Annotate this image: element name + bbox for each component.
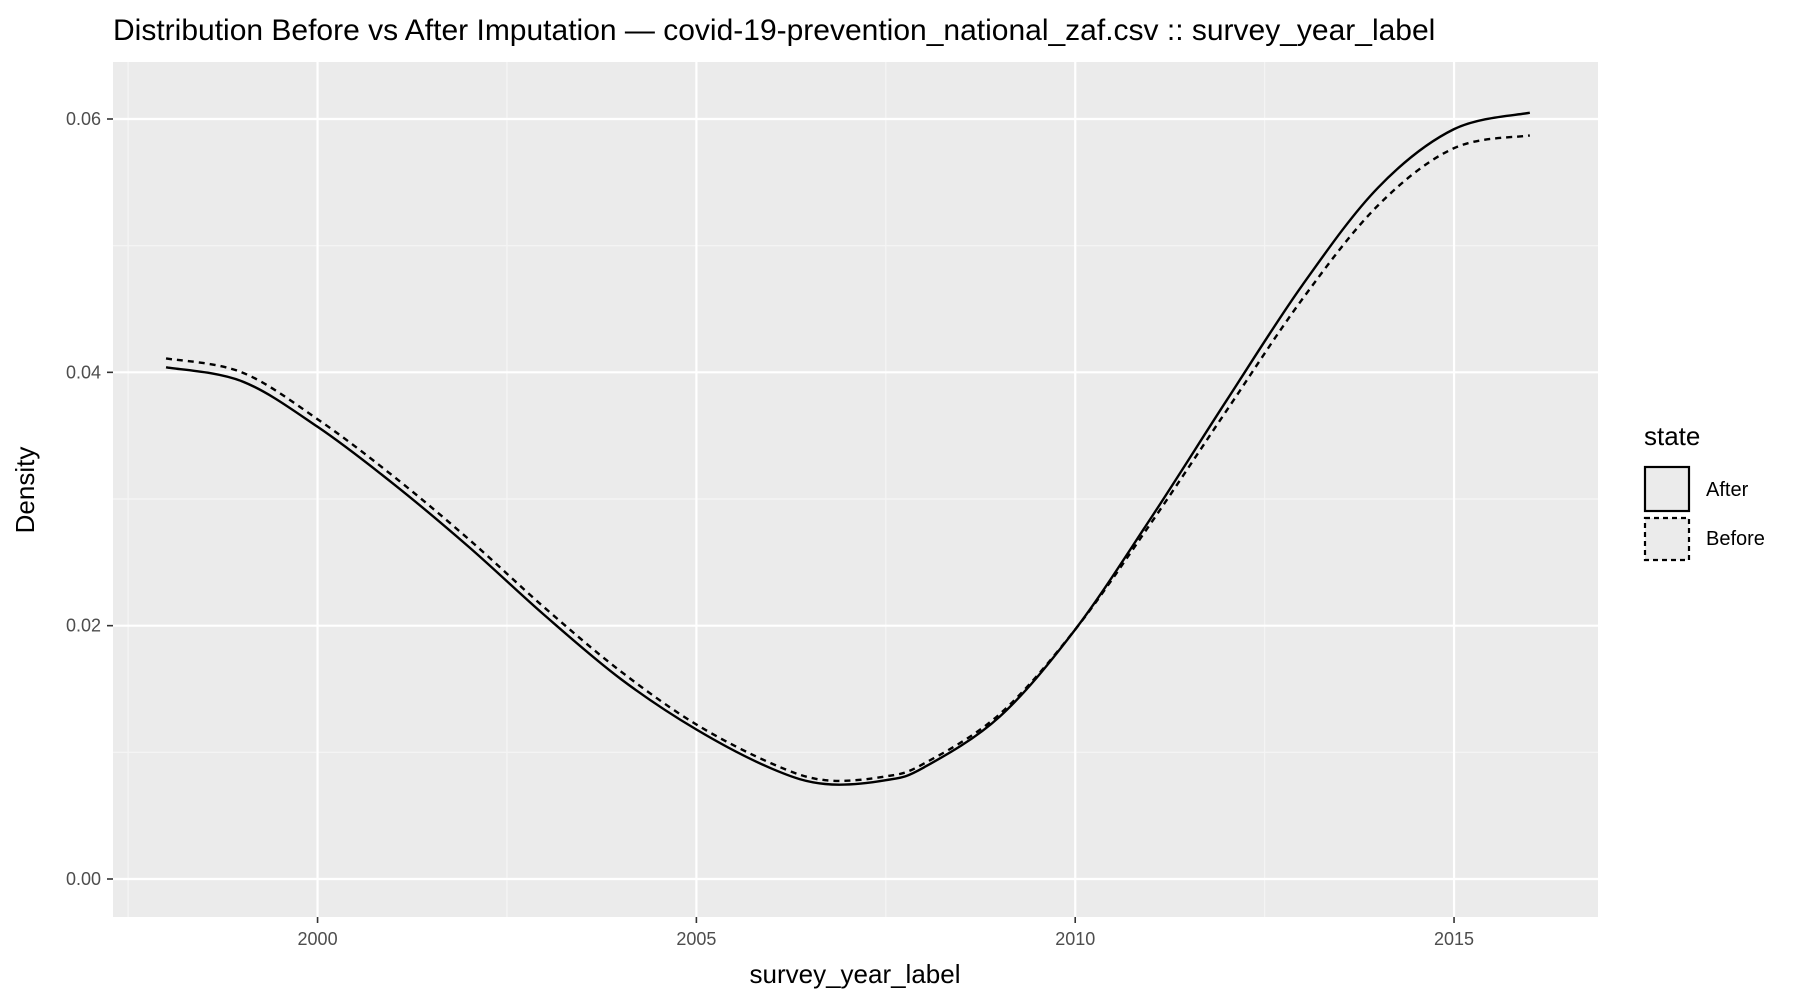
legend-title: state — [1644, 421, 1700, 451]
x-tick-label: 2005 — [676, 929, 716, 949]
x-tick-label: 2000 — [298, 929, 338, 949]
legend-label-after: After — [1706, 479, 1749, 501]
y-tick-label: 0.02 — [66, 616, 101, 636]
minor-gridlines — [113, 62, 1598, 917]
major-gridlines — [113, 62, 1598, 917]
y-axis: 0.00 0.02 0.04 0.06 — [66, 109, 113, 889]
series-layer — [165, 111, 1531, 786]
legend-label-before: Before — [1706, 528, 1765, 550]
x-axis: 2000 2005 2010 2015 — [298, 917, 1474, 949]
chart-title: Distribution Before vs After Imputation … — [113, 14, 1435, 47]
y-tick-label: 0.06 — [66, 109, 101, 129]
x-tick-label: 2015 — [1434, 929, 1474, 949]
plot-panel — [113, 62, 1598, 917]
legend-key-after — [1643, 465, 1691, 513]
y-tick-label: 0.00 — [66, 869, 101, 889]
series-line-before — [165, 134, 1531, 783]
legend-item-after: After — [1643, 465, 1749, 513]
legend: state After Before — [1643, 421, 1765, 562]
y-axis-title: Density — [10, 447, 40, 534]
series-line-after — [165, 111, 1531, 786]
legend-item-before: Before — [1643, 516, 1765, 562]
y-tick-label: 0.04 — [66, 362, 101, 382]
x-axis-title: survey_year_label — [749, 959, 960, 989]
x-tick-label: 2010 — [1055, 929, 1095, 949]
legend-key-before — [1643, 516, 1691, 562]
